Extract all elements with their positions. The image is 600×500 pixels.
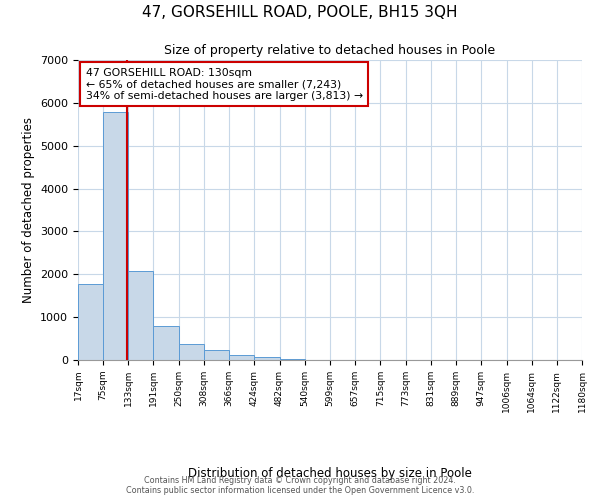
Bar [229,356,254,360]
Bar [154,326,179,360]
Y-axis label: Number of detached properties: Number of detached properties [22,117,35,303]
Text: Contains HM Land Registry data © Crown copyright and database right 2024.
Contai: Contains HM Land Registry data © Crown c… [126,476,474,495]
Bar [179,344,204,360]
Bar [78,284,103,360]
Text: 47, GORSEHILL ROAD, POOLE, BH15 3QH: 47, GORSEHILL ROAD, POOLE, BH15 3QH [142,5,458,20]
Bar [103,112,128,360]
X-axis label: Distribution of detached houses by size in Poole: Distribution of detached houses by size … [188,468,472,480]
Bar [204,350,229,360]
Title: Size of property relative to detached houses in Poole: Size of property relative to detached ho… [164,44,496,58]
Bar [280,359,305,360]
Text: 47 GORSEHILL ROAD: 130sqm
← 65% of detached houses are smaller (7,243)
34% of se: 47 GORSEHILL ROAD: 130sqm ← 65% of detac… [86,68,362,100]
Bar [128,272,154,360]
Bar [254,358,280,360]
